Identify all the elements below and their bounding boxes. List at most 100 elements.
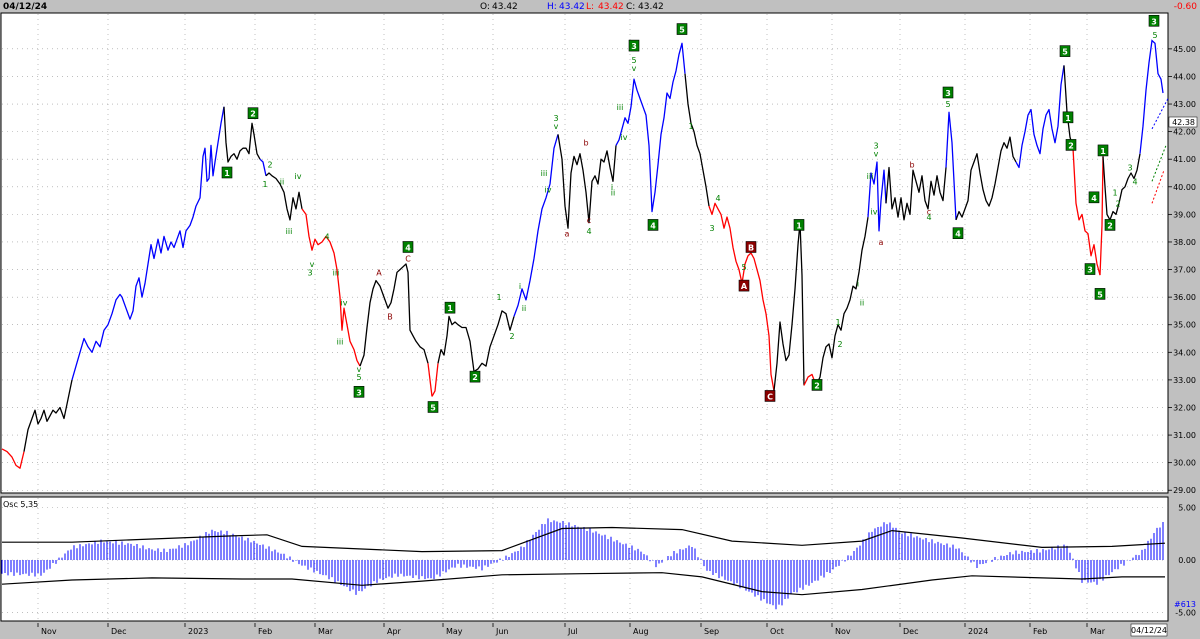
wave-label-box: [628, 39, 640, 52]
wave-label: iv: [871, 208, 878, 217]
wave-label: 4: [926, 213, 931, 222]
time-tick-label: May: [446, 627, 463, 636]
osc-lower-band: [1, 572, 1165, 596]
wave-label: 4: [650, 221, 656, 230]
wave-label: 2: [1115, 199, 1120, 208]
price-line-segment: [223, 106, 261, 163]
price-line-segment: [301, 208, 361, 367]
osc-upper-band: [2, 526, 1166, 553]
time-tick-label: Nov: [835, 627, 851, 636]
wave-label: v: [632, 64, 637, 73]
header-close-label: C:: [626, 2, 635, 12]
wave-label-box: [1062, 111, 1074, 124]
wave-label: 1: [796, 221, 802, 230]
wave-label-box: [647, 219, 659, 231]
time-tick-label: Dec: [903, 627, 918, 636]
header-bar: [0, 0, 1200, 12]
wave-label: iv: [545, 186, 552, 195]
wave-label: ii: [280, 177, 284, 186]
wave-label: i: [611, 183, 613, 192]
wave-label-box: [676, 23, 688, 35]
time-tick-label: Mar: [318, 627, 334, 636]
time-tick-label: Dec: [111, 627, 126, 636]
price-tick-label: 40.00: [1173, 183, 1196, 192]
wave-label: 1: [835, 318, 840, 327]
price-line-segment: [427, 363, 433, 397]
time-tick-label: Feb: [1033, 627, 1047, 636]
wave-label: 1: [1065, 114, 1071, 123]
wave-label: 2: [267, 161, 272, 170]
wave-label: 2: [1068, 141, 1074, 150]
time-tick-label: Oct: [770, 627, 784, 636]
wave-label: 5: [945, 100, 950, 109]
price-line-segment: [1139, 39, 1164, 154]
price-line-segment: [867, 161, 887, 232]
price-tick-label: 34.00: [1173, 348, 1196, 357]
wave-label-box: [1104, 219, 1116, 231]
wave-label-box: [402, 241, 414, 253]
wave-label: a: [565, 230, 570, 239]
wave-label: b: [583, 139, 588, 148]
wave-label: 3: [356, 388, 362, 397]
wave-label: iii: [286, 227, 293, 236]
price-tick-label: 41.00: [1173, 155, 1196, 164]
current-date-box: [1130, 623, 1168, 637]
wave-label: A: [741, 282, 748, 291]
header-low: 43.42: [598, 2, 624, 12]
oscillator-axis: 5.00 0.00 -5.00: [1175, 504, 1196, 618]
wave-label: 3: [1151, 17, 1157, 26]
wave-label: iii: [333, 268, 340, 277]
wave-label: c: [587, 216, 591, 225]
price-tick-label: 33.00: [1173, 376, 1196, 385]
price-tick-label: 42.00: [1173, 128, 1196, 137]
wave-label: iv: [621, 133, 628, 142]
header-date: 04/12/24: [3, 2, 47, 12]
wave-label: C: [767, 392, 773, 401]
wave-label: 3: [873, 141, 878, 150]
osc-tick-label: 5.00: [1178, 504, 1196, 513]
wave-label: 1: [224, 169, 230, 178]
wave-label: C: [405, 255, 411, 264]
projection-lines: [1151, 98, 1169, 204]
wave-label: ii: [611, 188, 615, 197]
wave-label: ii: [522, 304, 526, 313]
time-tick-label: Aug: [633, 627, 649, 636]
price-line-segment: [259, 158, 267, 176]
wave-label-box: [444, 301, 456, 314]
wave-label: iv: [341, 299, 348, 308]
wave-label: i: [519, 282, 521, 291]
wave-label: a: [879, 238, 884, 247]
price-line-segment: [945, 111, 957, 220]
wave-label: b: [909, 161, 914, 170]
wave-label: B: [387, 312, 393, 321]
wave-label: 5: [1097, 290, 1103, 299]
wave-label: c: [927, 208, 931, 217]
price-line-segment: [557, 134, 617, 229]
wave-label: 5: [741, 263, 746, 272]
wave-label: 5: [679, 26, 685, 35]
wave-label: 4: [586, 227, 591, 236]
wave-label: 4: [715, 194, 720, 203]
wave-label: 2: [509, 332, 514, 341]
time-tick-label: Sep: [704, 627, 719, 636]
price-line-segment: [1015, 65, 1065, 169]
price-panel[interactable]: [0, 12, 1169, 494]
wave-label: 1: [447, 304, 453, 313]
price-line-segment: [773, 222, 805, 391]
wave-label-box: [1084, 263, 1096, 275]
current-date-label: 04/12/24: [1131, 626, 1167, 635]
price-tick-label: 31.00: [1173, 431, 1196, 440]
price-line-segment: [513, 134, 559, 317]
wave-label: 5: [1152, 31, 1157, 40]
wave-label-box: [1059, 45, 1071, 57]
price-line-segment: [815, 217, 869, 386]
header-close: 43.42: [638, 2, 664, 12]
price-tick-label: 43.00: [1173, 100, 1196, 109]
price-tick-label: 36.00: [1173, 293, 1196, 302]
header-open-label: O:: [480, 2, 490, 12]
price-line-segment: [955, 136, 1017, 221]
price-line-segment: [265, 172, 303, 221]
last-price-box: [1168, 116, 1198, 128]
